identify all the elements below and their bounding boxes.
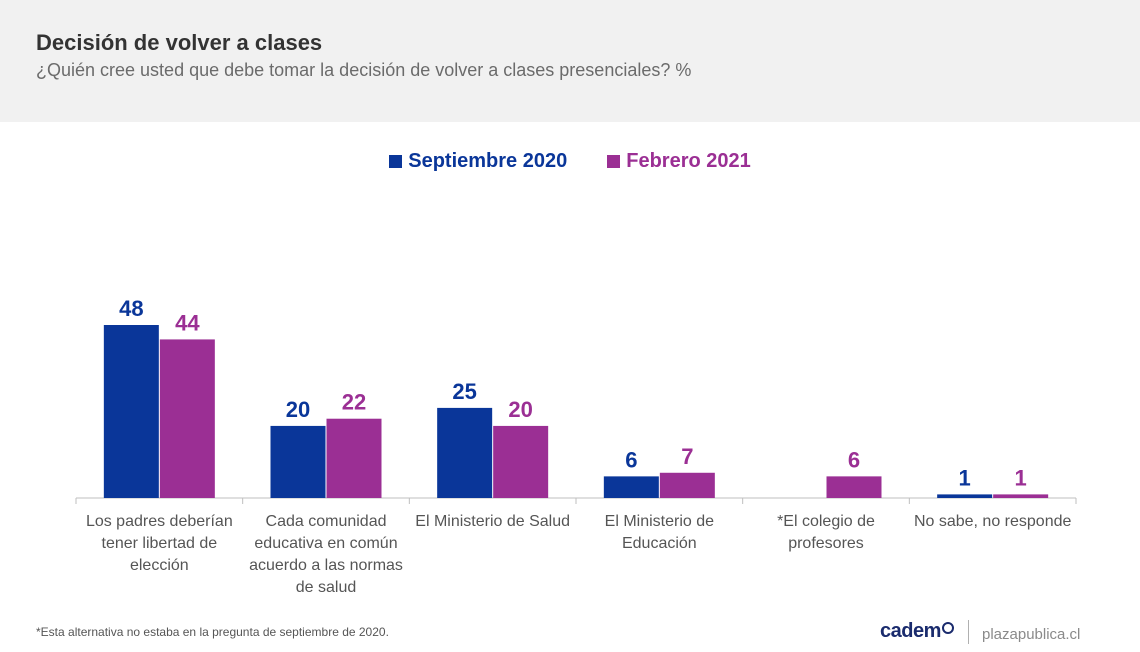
site-url: plazapublica.cl (982, 626, 1081, 643)
cadem-logo-text: cadem (880, 620, 941, 642)
bar-series-2 (659, 472, 715, 498)
data-label-series-1: 20 (286, 397, 310, 422)
category-label: Los padres deberían (86, 513, 233, 530)
bar-series-1 (270, 425, 326, 498)
bar-series-2 (493, 425, 549, 498)
cadem-logo: cadem (880, 620, 954, 643)
header-band: Decisión de volver a clases ¿Quién cree … (0, 0, 1140, 122)
legend-item-series-1: Septiembre 2020 (389, 150, 567, 173)
chart-legend: Septiembre 2020 Febrero 2021 (0, 150, 1140, 173)
bar-series-1 (603, 476, 659, 498)
legend-swatch-series-2 (607, 155, 621, 168)
brand-divider (968, 620, 969, 644)
legend-swatch-series-1 (389, 155, 403, 168)
legend-label-series-2: Febrero 2021 (626, 150, 751, 172)
data-label-series-1: 1 (959, 465, 971, 490)
legend-item-series-2: Febrero 2021 (607, 150, 751, 173)
category-label: elección (130, 557, 189, 574)
data-label-series-2: 1 (1015, 465, 1027, 490)
category-label: Cada comunidad (266, 513, 387, 530)
chart-title: Decisión de volver a clases (36, 30, 323, 55)
bar-series-1 (937, 494, 993, 498)
category-label: No sabe, no responde (914, 513, 1072, 530)
data-label-series-2: 6 (848, 447, 860, 472)
category-label: El Ministerio de Salud (415, 513, 570, 530)
data-label-series-2: 20 (508, 397, 532, 422)
bar-series-1 (103, 325, 159, 498)
bar-series-2 (326, 418, 382, 498)
data-label-series-1: 25 (452, 379, 476, 404)
bar-series-1 (437, 407, 493, 498)
data-label-series-1: 6 (625, 447, 637, 472)
chart-subtitle: ¿Quién cree usted que debe tomar la deci… (36, 60, 692, 80)
category-label: profesores (788, 535, 864, 552)
data-label-series-2: 44 (175, 310, 200, 335)
bar-series-2 (826, 476, 882, 498)
cadem-logo-mark-icon (941, 622, 954, 634)
category-label: *El colegio de (777, 513, 875, 530)
category-label: acuerdo a las normas (249, 557, 403, 574)
legend-label-series-1: Septiembre 2020 (408, 150, 568, 172)
category-label: educativa en común (254, 535, 397, 552)
category-label: El Ministerio de (605, 513, 714, 530)
category-label: tener libertad de (102, 535, 218, 552)
category-label: de salud (296, 579, 357, 596)
bar-series-2 (159, 339, 215, 498)
data-label-series-2: 22 (342, 390, 366, 415)
data-label-series-2: 7 (681, 444, 693, 469)
category-label: Educación (622, 535, 697, 552)
footnote: *Esta alternativa no estaba en la pregun… (36, 625, 389, 639)
data-label-series-1: 48 (119, 296, 143, 321)
bar-series-2 (993, 494, 1049, 498)
